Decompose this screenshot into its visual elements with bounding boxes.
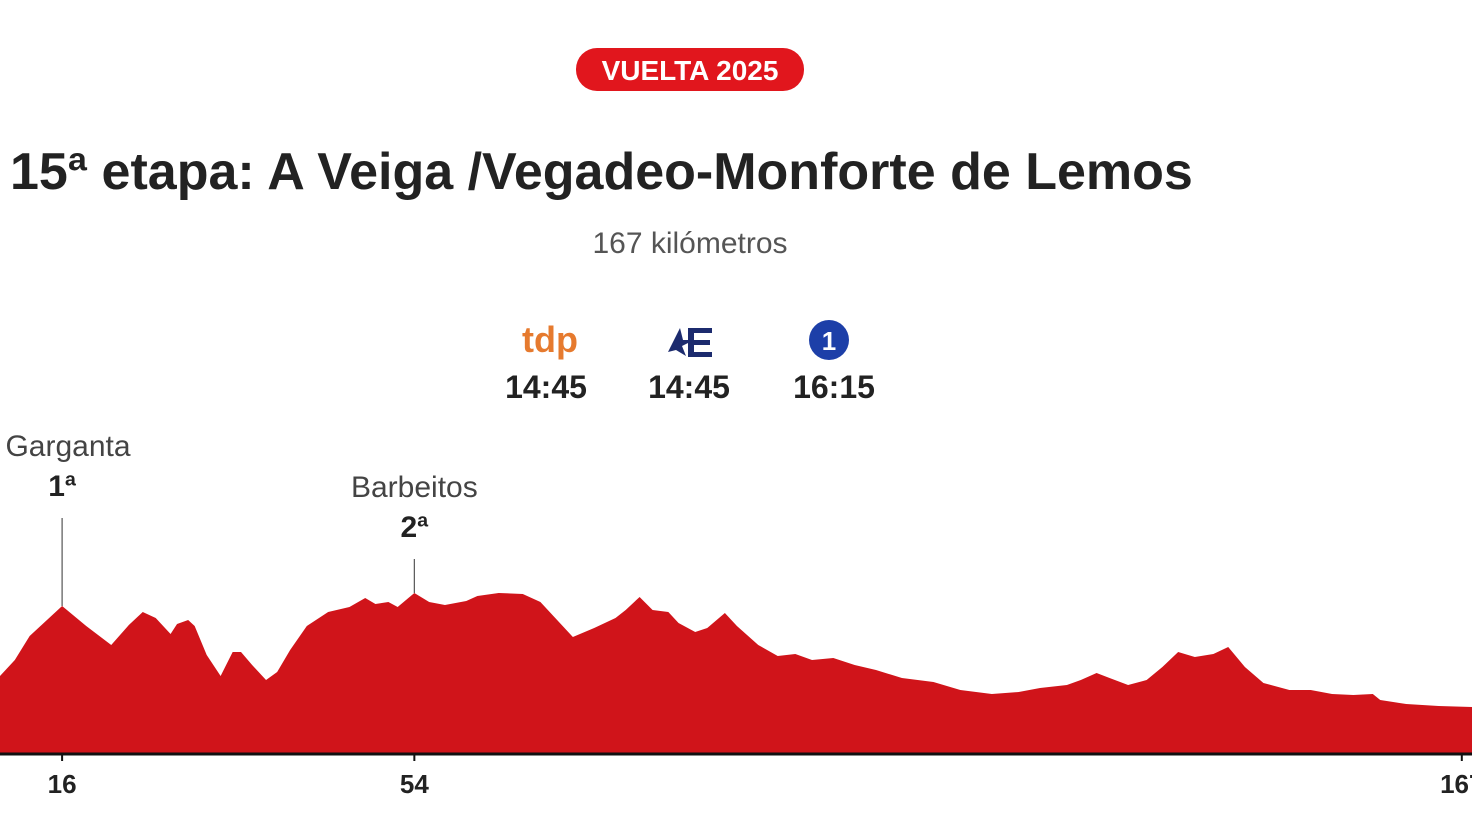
x-tick-label: 54 xyxy=(400,769,429,799)
annotation-category: 1ª xyxy=(48,470,77,503)
chart-title: 15ª etapa: A Veiga /Vegadeo-Monforte de … xyxy=(10,143,1193,201)
channel-logo: tdp xyxy=(522,319,578,360)
logo-star xyxy=(668,328,694,356)
annotation-category: 2ª xyxy=(400,511,429,544)
logo-e xyxy=(688,328,712,357)
channel-logo: 1 xyxy=(822,326,836,356)
broadcast-time: 14:45 xyxy=(648,369,730,405)
broadcast-time: 14:45 xyxy=(505,369,587,405)
badge: VUELTA 2025 xyxy=(602,55,779,86)
badge-bg xyxy=(576,48,804,91)
subtitle: 167 kilómetros xyxy=(592,227,787,260)
annotation-label: Barbeitos xyxy=(351,471,478,504)
x-tick-label: 167 xyxy=(1440,769,1472,799)
profile-area xyxy=(0,593,1472,753)
annotation-label: Garganta xyxy=(5,430,130,463)
x-tick-label: 16 xyxy=(48,769,77,799)
channel-logo-bg xyxy=(809,320,849,360)
channel-logo xyxy=(668,328,712,357)
broadcast-time: 16:15 xyxy=(793,369,875,405)
